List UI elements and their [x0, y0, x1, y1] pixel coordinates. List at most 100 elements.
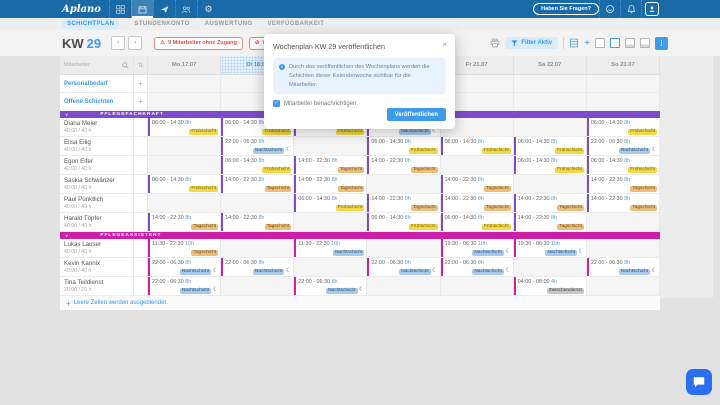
- special-row-label[interactable]: Offene Schichten: [60, 93, 134, 110]
- day-cell[interactable]: 06:00 - 14:30 8h Frühschicht: [586, 156, 660, 174]
- shift-cell[interactable]: 14:00 - 22:30 8h Tagschicht: [294, 175, 367, 193]
- day-cell[interactable]: [367, 277, 441, 295]
- day-cell[interactable]: [221, 194, 295, 212]
- day-cell[interactable]: 06:00 - 14:30 8h Frühschicht: [367, 213, 441, 231]
- day-cell[interactable]: 22:00 - 06:30 8h Nachtschicht☾: [367, 258, 441, 276]
- add-icon[interactable]: +: [584, 37, 590, 49]
- day-cell[interactable]: [513, 258, 587, 276]
- day-cell[interactable]: 06:00 - 14:30 8h Frühschicht: [513, 156, 587, 174]
- shift-cell[interactable]: 14:00 - 22:30 8h Tagschicht: [586, 194, 659, 212]
- shift-cell[interactable]: 22:00 - 06:30 8h Nachtschicht☾: [294, 277, 367, 295]
- shift-cell[interactable]: 22:00 - 06:30 8h Nachtschicht☾: [367, 258, 440, 276]
- shift-cell[interactable]: 19:30 - 06:30 10h Nachtschicht ☾: [513, 239, 586, 257]
- day-cell[interactable]: [294, 137, 368, 155]
- day-cell[interactable]: 11:30 - 22:30 10h Nachtschicht: [294, 239, 368, 257]
- shift-cell[interactable]: 11:30 - 22:30 10h Nachtschicht: [294, 239, 367, 257]
- day-cell[interactable]: [513, 118, 587, 136]
- day-cell[interactable]: [586, 75, 660, 92]
- day-cell[interactable]: [148, 93, 222, 110]
- day-cell[interactable]: 14:00 - 22:30 8h Tagschicht: [440, 194, 514, 212]
- shift-cell[interactable]: 14:00 - 22:30 8h Tagschicht: [586, 175, 659, 193]
- shift-cell[interactable]: 06:00 - 14:30 8h Frühschicht: [440, 137, 513, 155]
- shift-cell[interactable]: 19:30 - 06:30 10h Nachtschicht ☾: [440, 239, 513, 257]
- day-cell[interactable]: 06:00 - 14:30 8h Frühschicht: [221, 156, 295, 174]
- day-cell[interactable]: 22:00 - 06:30 8h Nachtschicht☾: [221, 258, 295, 276]
- day-cell[interactable]: [148, 75, 222, 92]
- day-cell[interactable]: 14:00 - 22:30 8h Tagschicht: [294, 156, 368, 174]
- day-cell[interactable]: 19:30 - 06:30 10h Nachtschicht ☾: [513, 239, 587, 257]
- shift-cell[interactable]: 14:00 - 22:30 8h Tagschicht: [148, 213, 221, 231]
- shift-cell[interactable]: 06:00 - 14:30 8h Frühschicht: [367, 137, 440, 155]
- day-cell[interactable]: 06:00 - 14:30 8h Frühschicht: [513, 137, 587, 155]
- day-cell[interactable]: [367, 175, 441, 193]
- view-toggle-1-icon[interactable]: [595, 38, 605, 48]
- checkbox-checked-icon[interactable]: ✓: [273, 100, 280, 108]
- chat-button[interactable]: [686, 369, 712, 395]
- shift-cell[interactable]: 06:00 - 14:30 8h Frühschicht: [367, 213, 440, 231]
- close-icon[interactable]: ×: [442, 40, 447, 49]
- shift-cell[interactable]: 06:00 - 14:30 8h Frühschicht: [513, 137, 586, 155]
- dashboard-icon[interactable]: [108, 0, 131, 18]
- day-cell[interactable]: 06:00 - 14:30 8h Frühschicht: [586, 118, 660, 136]
- next-week-button[interactable]: ›: [128, 36, 143, 50]
- day-cell[interactable]: [513, 175, 587, 193]
- shift-cell[interactable]: 06:00 - 14:30 8h Frühschicht: [148, 118, 221, 136]
- shift-cell[interactable]: 06:00 - 14:30 8h Frühschicht: [586, 118, 659, 136]
- day-cell[interactable]: 14:00 - 22:30 8h Tagschicht: [586, 194, 660, 212]
- shift-cell[interactable]: 22:00 - 06:30 8h Nachtschicht☾: [221, 258, 294, 276]
- day-cell[interactable]: [221, 277, 295, 295]
- day-cell[interactable]: [513, 93, 587, 110]
- shift-cell[interactable]: 06:00 - 14:30 8h Frühschicht: [586, 156, 659, 174]
- day-cell[interactable]: 22:00 - 06:30 8h Nachtschicht☾: [440, 258, 514, 276]
- tab-schichtplan[interactable]: SCHICHTPLAN: [62, 19, 120, 29]
- day-cell[interactable]: 14:00 - 22:30 8h Tagschicht: [367, 194, 441, 212]
- tab-verfuegbarkeit[interactable]: VERFÜGBARKEIT: [267, 21, 325, 27]
- day-cell[interactable]: 14:00 - 22:30 8h Tagschicht: [221, 213, 295, 231]
- day-cell[interactable]: [440, 118, 514, 136]
- day-cell[interactable]: 14:00 - 22:30 8h Tagschicht: [294, 175, 368, 193]
- user-menu[interactable]: [641, 0, 662, 18]
- day-cell[interactable]: [440, 156, 514, 174]
- day-cell[interactable]: [367, 239, 441, 257]
- view-toggle-3-icon[interactable]: [625, 38, 635, 48]
- bell-icon[interactable]: [620, 0, 641, 18]
- day-cell[interactable]: 06:00 - 14:30 8h Frühschicht: [440, 213, 514, 231]
- filter-active-button[interactable]: Filter Aktiv: [505, 37, 559, 49]
- day-cell[interactable]: [440, 277, 514, 295]
- day-cell[interactable]: 22:00 - 06:30 8h Nachtschicht☾: [586, 258, 660, 276]
- day-cell[interactable]: [586, 93, 660, 110]
- shift-cell[interactable]: 14:00 - 22:30 8h Tagschicht: [221, 213, 294, 231]
- add-shift-icon[interactable]: +: [134, 93, 148, 110]
- shift-cell[interactable]: 06:00 - 14:30 8h Frühschicht: [148, 175, 221, 193]
- shift-cell[interactable]: 22:00 - 06:30 8h Nachtschicht☾: [221, 137, 294, 155]
- shift-cell[interactable]: 14:00 - 22:30 8h Tagschicht: [294, 156, 367, 174]
- day-cell[interactable]: 22:00 - 06:30 8h Nachtschicht☾: [148, 258, 222, 276]
- day-cell[interactable]: [221, 239, 295, 257]
- shift-cell[interactable]: 06:00 - 14:30 8h Frühschicht: [440, 213, 513, 231]
- day-cell[interactable]: [440, 93, 514, 110]
- shift-cell[interactable]: 14:00 - 22:30 8h Tagschicht: [221, 175, 294, 193]
- publish-button[interactable]: Veröffentlichen: [386, 108, 446, 121]
- shift-cell[interactable]: 04:00 - 08:00 4h Zwischendienst: [513, 277, 586, 295]
- day-cell[interactable]: 14:00 - 22:30 8h Tagschicht: [513, 213, 587, 231]
- day-cell[interactable]: [294, 258, 368, 276]
- day-cell[interactable]: 06:00 - 14:30 8h Frühschicht: [148, 118, 222, 136]
- day-cell[interactable]: 22:00 - 06:30 8h Nachtschicht☾: [148, 277, 222, 295]
- shift-cell[interactable]: 14:00 - 22:30 8h Tagschicht: [513, 213, 586, 231]
- view-toggle-4-icon[interactable]: [640, 38, 650, 48]
- day-cell[interactable]: 22:00 - 06:30 8h Nachtschicht☾: [586, 137, 660, 155]
- printer-icon[interactable]: [490, 38, 500, 48]
- day-cell[interactable]: [513, 75, 587, 92]
- shift-cell[interactable]: 22:00 - 06:30 8h Nachtschicht☾: [586, 137, 659, 155]
- tab-auswertung[interactable]: AUSWERTUNG: [204, 21, 253, 27]
- sort-icon[interactable]: ⇅: [134, 56, 148, 74]
- day-cell[interactable]: [440, 75, 514, 92]
- shift-cell[interactable]: 22:00 - 06:30 8h Nachtschicht☾: [586, 258, 659, 276]
- prev-week-button[interactable]: ‹: [111, 36, 126, 50]
- employee-search[interactable]: Mitarbeiter: [60, 56, 134, 74]
- shift-cell[interactable]: 22:00 - 06:30 8h Nachtschicht☾: [440, 258, 513, 276]
- day-cell[interactable]: 22:00 - 06:30 8h Nachtschicht☾: [294, 277, 368, 295]
- help-button[interactable]: Haben Sie Fragen?: [533, 3, 599, 15]
- shift-cell[interactable]: 14:00 - 22:30 8h Tagschicht: [367, 194, 440, 212]
- shift-cell[interactable]: 06:00 - 14:30 8h Frühschicht: [221, 156, 294, 174]
